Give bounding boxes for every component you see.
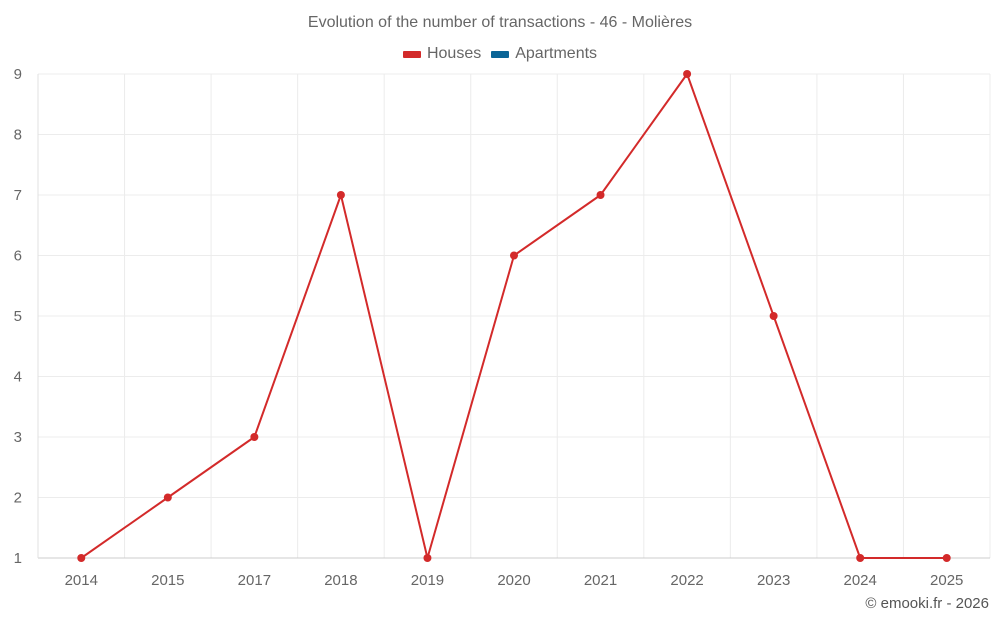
x-tick-label: 2020 bbox=[497, 572, 530, 589]
x-tick-label: 2015 bbox=[151, 572, 184, 589]
data-point[interactable] bbox=[336, 191, 345, 199]
y-tick-label: 6 bbox=[14, 248, 22, 265]
x-tick-label: 2025 bbox=[930, 572, 963, 589]
x-tick-label: 2022 bbox=[670, 572, 703, 589]
data-point[interactable] bbox=[942, 554, 951, 562]
data-point[interactable] bbox=[856, 554, 865, 562]
legend-label-apartments: Apartments bbox=[515, 45, 598, 62]
data-point[interactable] bbox=[77, 554, 86, 562]
data-point[interactable] bbox=[423, 554, 432, 562]
legend: Houses Apartments bbox=[0, 45, 1000, 63]
legend-label-houses: Houses bbox=[426, 45, 482, 62]
y-tick-label: 7 bbox=[14, 187, 22, 204]
data-point[interactable] bbox=[683, 70, 692, 78]
x-tick-label: 2021 bbox=[584, 572, 617, 589]
y-tick-label: 8 bbox=[14, 127, 22, 144]
y-tick-label: 2 bbox=[14, 490, 22, 507]
x-tick-label: 2023 bbox=[757, 572, 790, 589]
data-point[interactable] bbox=[250, 433, 259, 441]
data-point[interactable] bbox=[596, 191, 605, 199]
legend-item-apartments[interactable]: Apartments bbox=[491, 45, 597, 63]
x-tick-label: 2024 bbox=[843, 572, 876, 589]
y-tick-label: 3 bbox=[14, 429, 22, 446]
y-tick-label: 4 bbox=[14, 369, 22, 386]
data-point[interactable] bbox=[163, 493, 172, 502]
legend-swatch-houses bbox=[402, 50, 421, 58]
grid bbox=[37, 73, 991, 559]
y-tick-label: 1 bbox=[14, 550, 22, 567]
y-tick-label: 5 bbox=[14, 308, 22, 325]
x-tick-label: 2019 bbox=[411, 572, 444, 589]
x-tick-label: 2017 bbox=[238, 572, 271, 589]
data-point[interactable] bbox=[769, 312, 778, 320]
legend-swatch-apartments bbox=[491, 50, 510, 58]
y-tick-label: 9 bbox=[14, 66, 22, 83]
chart-title: Evolution of the number of transactions … bbox=[307, 14, 693, 31]
series bbox=[77, 70, 951, 562]
legend-item-houses[interactable]: Houses bbox=[402, 45, 482, 63]
axes: 1 2 3 4 5 6 7 8 9 2014 2015 2017 2018 2019 2020 2021 202… bbox=[14, 66, 990, 589]
x-tick-label: 2014 bbox=[65, 572, 98, 589]
data-point[interactable] bbox=[510, 251, 518, 260]
x-tick-label: 2018 bbox=[324, 572, 357, 589]
credit-text: © emooki.fr - 2026 bbox=[865, 595, 989, 612]
